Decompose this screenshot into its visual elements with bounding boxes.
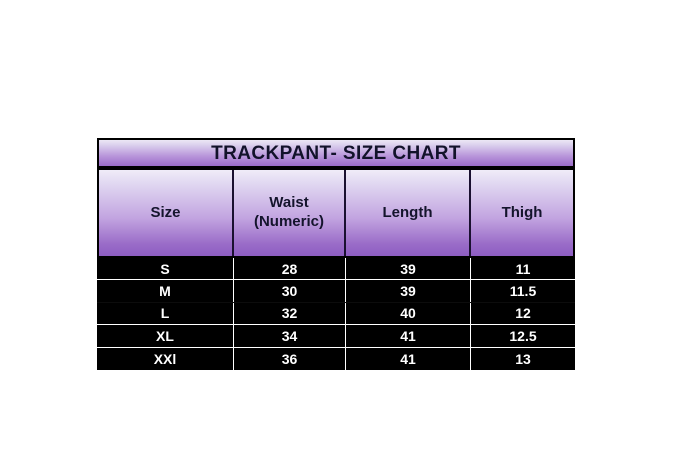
table-row: XL 34 41 12.5 (97, 325, 575, 348)
cell-size: L (97, 302, 234, 325)
column-header-thigh: Thigh (471, 170, 573, 256)
chart-title-band: TRACKPANT- SIZE CHART (99, 140, 573, 168)
cell-length: 40 (346, 302, 471, 325)
cell-thigh: 12 (515, 305, 531, 322)
cell-thigh: 12.5 (509, 327, 537, 344)
table-row: L 32 40 12 (97, 302, 575, 326)
cell-thigh: 11 (515, 260, 531, 277)
table-header-row: Size Waist (Numeric) Length Thigh (99, 170, 573, 256)
cell-length: 39 (346, 280, 471, 302)
column-header-length-label: Length (382, 203, 433, 221)
cell-length: 39 (346, 258, 471, 280)
column-header-waist: Waist (Numeric) (234, 170, 346, 256)
cell-waist: 32 (234, 302, 346, 325)
column-header-length: Length (346, 170, 471, 256)
cell-thigh: 11.5 (509, 283, 537, 300)
table-row: XXl 36 41 13 (97, 347, 575, 370)
column-header-waist-sublabel: (Numeric) (253, 213, 324, 230)
table-row: S 28 39 11 (97, 258, 575, 281)
cell-size: XL (97, 325, 234, 347)
cell-waist: 30 (234, 280, 346, 302)
cell-length: 41 (346, 325, 471, 347)
table-row: M 30 39 11.5 (97, 280, 575, 303)
chart-title: TRACKPANT- SIZE CHART (211, 142, 461, 164)
cell-waist: 28 (234, 258, 346, 280)
cell-length: 41 (346, 347, 471, 370)
cell-waist: 36 (234, 347, 346, 370)
cell-size: M (97, 280, 234, 302)
column-header-size-label: Size (150, 203, 181, 221)
size-chart-table: TRACKPANT- SIZE CHART Size Waist (Numeri… (97, 138, 575, 370)
column-header-thigh-label: Thigh (501, 203, 543, 221)
cell-size: S (97, 258, 234, 280)
table-body: S 28 39 11 M 30 39 11.5 L 32 40 12 XL 34… (97, 258, 575, 370)
column-header-size: Size (99, 170, 234, 256)
cell-thigh: 13 (515, 350, 531, 367)
column-header-waist-label: Waist (269, 194, 309, 212)
cell-size: XXl (97, 347, 234, 370)
cell-waist: 34 (234, 325, 346, 347)
